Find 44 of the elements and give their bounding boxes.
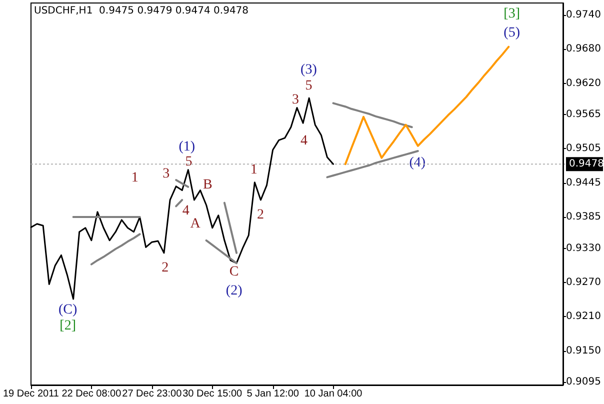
annotation: 1 <box>250 162 258 178</box>
line-series <box>90 233 141 266</box>
line-series <box>332 102 413 128</box>
annotation: 2 <box>257 208 264 222</box>
y-tick-label: 0.9445 <box>566 177 602 188</box>
annotation: (C) <box>58 302 78 318</box>
annotation: 3 <box>292 92 299 108</box>
annotation: (1) <box>178 140 196 154</box>
x-tick-label: 27 Dec 23:00 <box>122 388 182 400</box>
annotation: [3] <box>504 6 520 22</box>
annotation: (2) <box>226 284 243 298</box>
x-tick-label: 30 Dec 15:00 <box>182 388 243 400</box>
y-tick-label: 0.9505 <box>566 143 602 154</box>
annotation: B <box>202 178 212 192</box>
x-tick-label: 10 Jan 04:00 <box>304 388 363 400</box>
y-tick-label: 0.9210 <box>566 311 602 322</box>
annotation: [2] <box>60 318 76 334</box>
x-tick-label: 19 Dec 2011 <box>3 388 60 400</box>
annotation: 4 <box>300 134 308 148</box>
annotation: 5 <box>305 78 312 94</box>
annotation: (4) <box>409 156 426 170</box>
line-series <box>205 239 238 264</box>
annotation: (3) <box>300 62 318 78</box>
annotation: 5 <box>185 154 192 170</box>
y-tick-label: 0.9150 <box>566 345 602 356</box>
ref-line-label: 0.9478 <box>569 158 604 170</box>
y-tick-label: 0.9385 <box>566 212 602 223</box>
annotation: 3 <box>162 166 170 182</box>
y-tick-label: 0.9330 <box>566 242 602 254</box>
annotation: (5) <box>504 26 520 40</box>
y-tick-label: 0.9565 <box>566 109 602 120</box>
x-tick-label: 5 Jan 12:00 <box>246 388 300 400</box>
y-tick-label: 0.9680 <box>566 44 602 55</box>
annotation: 1 <box>131 170 138 186</box>
annotation: 4 <box>182 204 190 218</box>
annotation: C <box>229 264 239 280</box>
y-tick-label: 0.9095 <box>566 376 602 388</box>
x-tick-label: 22 Dec 08:00 <box>62 388 122 400</box>
chart-title: USDCHF,H1 0.9475 0.9479 0.9474 0.9478 <box>34 6 249 16</box>
y-tick-label: 0.9270 <box>566 277 602 288</box>
y-tick-label: 0.9620 <box>566 78 602 89</box>
annotation: A <box>190 216 202 232</box>
y-tick-label: 0.9740 <box>566 9 602 20</box>
annotation: 2 <box>162 260 169 276</box>
